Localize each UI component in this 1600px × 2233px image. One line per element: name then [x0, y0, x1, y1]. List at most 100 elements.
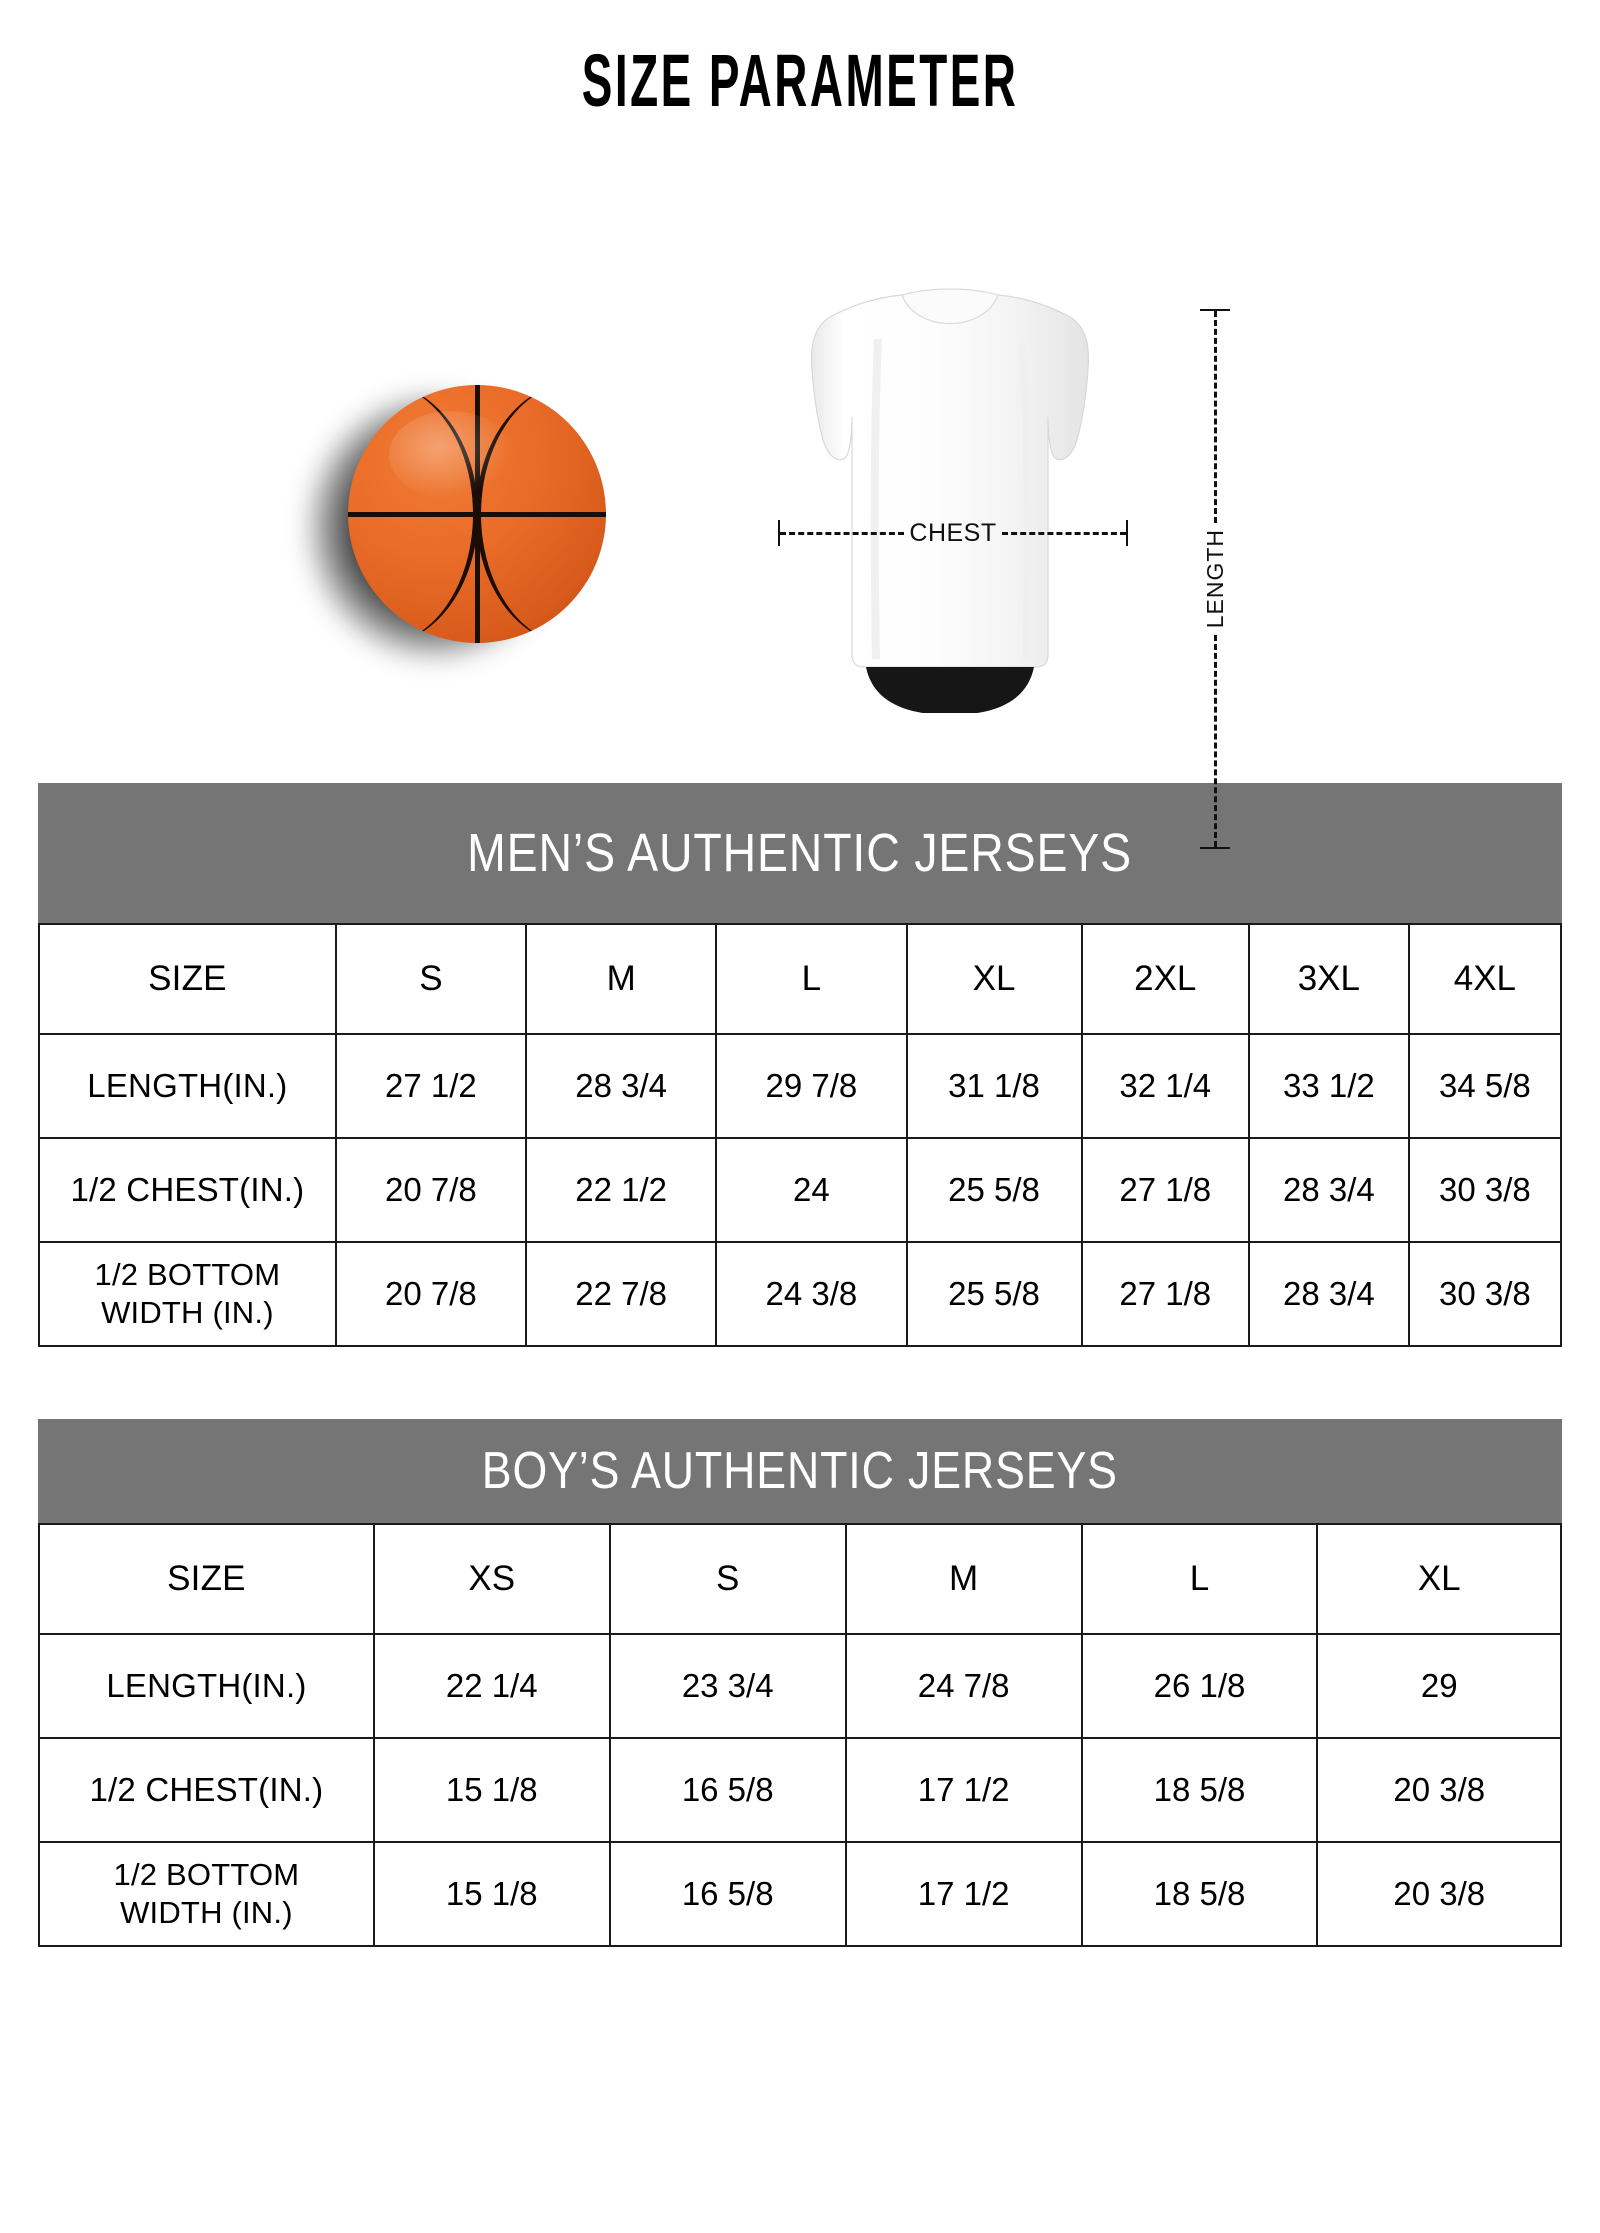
basketball-seam-curve-right [476, 385, 606, 643]
table-row: 1/2 BOTTOM WIDTH (IN.) 20 7/8 22 7/8 24 … [38, 1241, 1563, 1347]
length-cap-bottom [1200, 847, 1230, 850]
boys-row-2-val-3: 18 5/8 [1080, 1841, 1319, 1947]
jersey-icon [770, 283, 1130, 713]
boys-size-col-4: XL [1316, 1523, 1562, 1635]
mens-row-1-label: 1/2 CHEST(IN.) [38, 1137, 337, 1243]
mens-row-2-val-5: 28 3/4 [1247, 1241, 1410, 1347]
boys-row-0-label: LENGTH(IN.) [38, 1633, 375, 1739]
page-title-wrap: SIZE PARAMETER [0, 0, 1600, 133]
mens-row-0-label: LENGTH(IN.) [38, 1033, 337, 1139]
boys-row-2-val-4: 20 3/8 [1316, 1841, 1562, 1947]
mens-row-0-val-3: 31 1/8 [905, 1033, 1083, 1139]
mens-row-2-val-4: 27 1/8 [1080, 1241, 1250, 1347]
jersey-body [810, 294, 1090, 668]
table-row: SIZE XS S M L XL [38, 1523, 1562, 1635]
boys-row-2-label: 1/2 BOTTOM WIDTH (IN.) [38, 1841, 375, 1947]
table-row: 1/2 BOTTOM WIDTH (IN.) 15 1/8 16 5/8 17 … [38, 1841, 1562, 1947]
boys-row-1-val-3: 18 5/8 [1080, 1737, 1319, 1843]
mens-row-2-label: 1/2 BOTTOM WIDTH (IN.) [38, 1241, 337, 1347]
boys-row-0-val-0: 22 1/4 [372, 1633, 611, 1739]
boys-row-2-val-1: 16 5/8 [608, 1841, 847, 1947]
mens-size-label: SIZE [38, 923, 337, 1035]
page-title: SIZE PARAMETER [581, 39, 1019, 122]
mens-row-2-val-0: 20 7/8 [334, 1241, 528, 1347]
mens-row-2-val-2: 24 3/8 [715, 1241, 908, 1347]
jersey-fold-left [870, 338, 882, 660]
boys-table-block: BOY’S AUTHENTIC JERSEYS SIZE XS S M L XL… [38, 1419, 1562, 1947]
boys-row-0-val-2: 24 7/8 [844, 1633, 1083, 1739]
boys-row-2-label-line2: WIDTH (IN.) [120, 1895, 293, 1930]
table-row: LENGTH(IN.) 22 1/4 23 3/4 24 7/8 26 1/8 … [38, 1633, 1562, 1739]
table-row: 1/2 CHEST(IN.) 15 1/8 16 5/8 17 1/2 18 5… [38, 1737, 1562, 1843]
basketball-icon [300, 363, 630, 693]
boys-size-col-1: S [608, 1523, 847, 1635]
length-label: LENGTH [1201, 529, 1228, 629]
mens-size-col-5: 3XL [1247, 923, 1410, 1035]
mens-row-2-val-3: 25 5/8 [905, 1241, 1083, 1347]
jersey-fold-right [1018, 342, 1031, 660]
mens-row-0-val-4: 32 1/4 [1080, 1033, 1250, 1139]
boys-row-1-val-4: 20 3/8 [1316, 1737, 1562, 1843]
boys-table-header-label: BOY’S AUTHENTIC JERSEYS [481, 1442, 1119, 1500]
boys-size-col-0: XS [372, 1523, 611, 1635]
boys-size-label: SIZE [38, 1523, 375, 1635]
chest-dash-right [1001, 531, 1127, 535]
chest-label: CHEST [909, 518, 997, 547]
mens-row-2-label-line1: 1/2 BOTTOM [94, 1257, 281, 1293]
basketball-body [348, 385, 606, 643]
mens-row-2-val-6: 30 3/8 [1407, 1241, 1563, 1347]
mens-row-1-val-1: 22 1/2 [525, 1137, 718, 1243]
mens-size-col-6: 4XL [1407, 923, 1563, 1035]
length-dimension: LENGTH [1190, 309, 1240, 850]
mens-size-col-3: XL [905, 923, 1083, 1035]
mens-row-0-val-6: 34 5/8 [1407, 1033, 1563, 1139]
jersey-neckline [901, 288, 999, 324]
boys-size-col-3: L [1080, 1523, 1319, 1635]
boys-size-col-2: M [844, 1523, 1083, 1635]
table-row: LENGTH(IN.) 27 1/2 28 3/4 29 7/8 31 1/8 … [38, 1033, 1563, 1139]
mens-table-block: MEN’S AUTHENTIC JERSEYS SIZE S M L XL 2X… [38, 783, 1563, 1347]
mens-row-1-val-3: 25 5/8 [905, 1137, 1083, 1243]
boys-row-2-val-2: 17 1/2 [844, 1841, 1083, 1947]
mens-table-header: MEN’S AUTHENTIC JERSEYS [38, 783, 1562, 923]
boys-table-header: BOY’S AUTHENTIC JERSEYS [38, 1419, 1562, 1523]
mens-row-0-val-0: 27 1/2 [334, 1033, 528, 1139]
length-cap-top [1200, 309, 1230, 311]
mens-row-0-val-5: 33 1/2 [1247, 1033, 1410, 1139]
mens-size-col-1: M [525, 923, 718, 1035]
basketball-highlight [389, 410, 514, 499]
mens-row-2-val-1: 22 7/8 [525, 1241, 718, 1347]
mens-row-1-val-6: 30 3/8 [1407, 1137, 1563, 1243]
boys-row-1-val-2: 17 1/2 [844, 1737, 1083, 1843]
mens-size-col-0: S [334, 923, 528, 1035]
length-dash-bottom [1213, 634, 1217, 848]
chest-dimension: CHEST [778, 517, 1129, 549]
mens-size-table: SIZE S M L XL 2XL 3XL 4XL LENGTH(IN.) 27… [38, 923, 1563, 1347]
mens-row-2-label-line2: WIDTH (IN.) [101, 1295, 274, 1330]
boys-size-table: SIZE XS S M L XL LENGTH(IN.) 22 1/4 23 3… [38, 1523, 1562, 1947]
jersey-svg [810, 288, 1090, 713]
mens-row-0-val-1: 28 3/4 [525, 1033, 718, 1139]
boys-row-2-val-0: 15 1/8 [372, 1841, 611, 1947]
mens-row-1-val-4: 27 1/8 [1080, 1137, 1250, 1243]
boys-row-1-val-0: 15 1/8 [372, 1737, 611, 1843]
mens-table-header-label: MEN’S AUTHENTIC JERSEYS [467, 823, 1133, 883]
chest-cap-right [1126, 520, 1129, 546]
boys-row-1-label: 1/2 CHEST(IN.) [38, 1737, 375, 1843]
mens-row-1-val-2: 24 [715, 1137, 908, 1243]
jersey-drop-shadow [866, 667, 1034, 713]
table-row: 1/2 CHEST(IN.) 20 7/8 22 1/2 24 25 5/8 2… [38, 1137, 1563, 1243]
mens-row-0-val-2: 29 7/8 [715, 1033, 908, 1139]
illustration-area: CHEST LENGTH [0, 133, 1600, 850]
boys-row-0-val-3: 26 1/8 [1080, 1633, 1319, 1739]
boys-row-1-val-1: 16 5/8 [608, 1737, 847, 1843]
basketball-seam-curve-left [348, 385, 478, 643]
chest-dash-left [780, 531, 905, 535]
table-row: SIZE S M L XL 2XL 3XL 4XL [38, 923, 1563, 1035]
mens-row-1-val-0: 20 7/8 [334, 1137, 528, 1243]
boys-row-0-val-1: 23 3/4 [608, 1633, 847, 1739]
mens-size-col-2: L [715, 923, 908, 1035]
boys-row-2-label-line1: 1/2 BOTTOM [113, 1857, 300, 1893]
length-dash-top [1213, 311, 1217, 524]
